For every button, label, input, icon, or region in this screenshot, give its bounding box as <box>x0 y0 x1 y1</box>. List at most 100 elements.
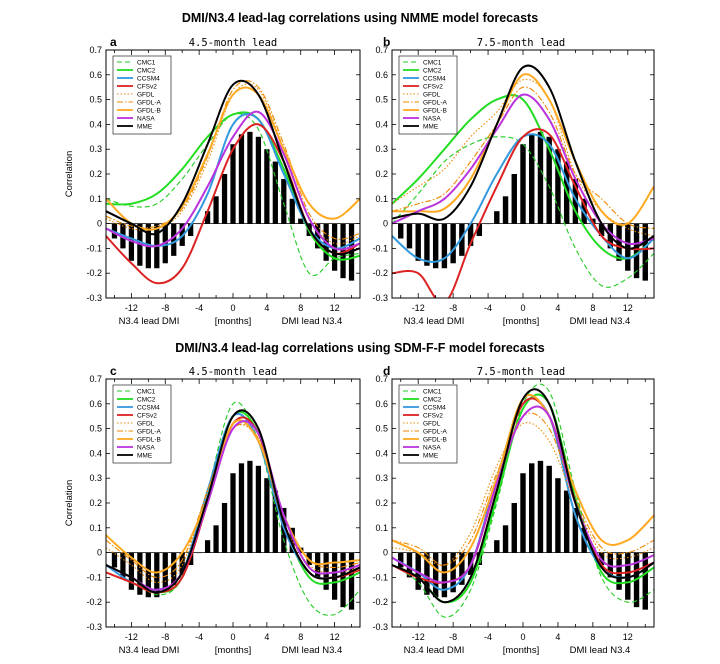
y-tick-label: 0.5 <box>89 424 102 434</box>
x-tick-label: 0 <box>520 303 525 313</box>
series-line-gfdl-a <box>392 86 654 230</box>
panel-letter: b <box>383 35 390 49</box>
panel-b: b 7.5-month lead N3.4 lead DMI [months] … <box>372 35 655 327</box>
x-tick-label: 12 <box>623 303 633 313</box>
x-tick-label: 4 <box>555 303 560 313</box>
observed-bar <box>238 134 245 224</box>
x-tick-label: -12 <box>125 303 138 313</box>
legend-label: GFDL-A <box>423 428 448 435</box>
legend-label: CFSv2 <box>137 83 157 90</box>
x-tick-label: 12 <box>330 632 340 642</box>
series-line-gfdl-b <box>106 86 360 231</box>
observed-bar <box>120 552 126 578</box>
legend-label: NASA <box>423 115 441 122</box>
y-tick-label: 0.1 <box>89 194 102 204</box>
x-label-center: [months] <box>503 645 539 656</box>
x-tick-label: 8 <box>298 303 303 313</box>
x-label-left: N3.4 lead DMI <box>119 316 180 327</box>
legend-label: MME <box>137 123 153 130</box>
y-tick-label: -0.1 <box>372 243 388 253</box>
legend-label: MME <box>423 123 439 130</box>
legend-label: CFSv2 <box>423 83 443 90</box>
y-tick-label: 0.3 <box>89 473 102 483</box>
observed-bar <box>171 223 177 256</box>
observed-bar <box>247 131 253 224</box>
legend-label: CMC1 <box>137 59 156 66</box>
observed-bar <box>247 460 253 553</box>
legend-label: GFDL-A <box>137 99 162 106</box>
y-tick-label: 0.5 <box>375 95 388 105</box>
legend-label: CMC1 <box>423 388 442 395</box>
panel-d: d 7.5-month lead N3.4 lead DMI [months] … <box>372 364 655 656</box>
panel-letter: c <box>110 364 117 378</box>
observed-bar <box>348 552 355 610</box>
plot-area <box>106 79 360 285</box>
x-tick-label: -4 <box>484 632 492 642</box>
legend-label: CCSM4 <box>137 404 160 411</box>
legend-label: CCSM4 <box>423 404 446 411</box>
y-tick-label: 0.2 <box>89 498 102 508</box>
x-tick-label: 4 <box>264 303 269 313</box>
series-line-mme <box>392 388 654 604</box>
observed-bar <box>230 144 236 224</box>
x-label-right: DMI lead N3.4 <box>282 316 343 327</box>
x-tick-label: 0 <box>230 632 235 642</box>
panel-title: 4.5-month lead <box>189 366 278 378</box>
legend-label: GFDL-B <box>423 107 447 114</box>
y-tick-label: 0.6 <box>89 70 102 80</box>
legend-box <box>398 384 458 464</box>
observed-bar <box>441 223 448 269</box>
observed-bar <box>128 223 135 261</box>
x-tick-label: 0 <box>520 632 525 642</box>
observed-bar <box>415 552 421 590</box>
observed-bar <box>204 540 211 553</box>
x-tick-label: -8 <box>449 632 457 642</box>
legend: CMC1CMC2CCSM4CFSv2GFDLGFDL-AGFDL-BNASAMM… <box>112 384 172 464</box>
x-tick-label: 8 <box>590 632 595 642</box>
y-tick-label: 0.5 <box>89 95 102 105</box>
observed-bar <box>424 552 430 595</box>
legend-label: MME <box>423 452 439 459</box>
y-axis-label: Correlation <box>64 480 75 526</box>
y-tick-label: 0.6 <box>375 399 388 409</box>
observed-bar <box>432 552 439 598</box>
observed-bar <box>188 223 194 236</box>
observed-bar <box>502 525 509 553</box>
series-line-gfdl-b <box>392 73 654 226</box>
observed-bar <box>281 178 287 224</box>
observed-bar <box>398 223 404 239</box>
observed-bar <box>238 463 245 553</box>
plot-area <box>392 383 654 618</box>
legend-box <box>112 384 172 464</box>
x-label-left: N3.4 lead DMI <box>404 316 465 327</box>
observed-bar <box>616 552 622 590</box>
observed-bar <box>459 223 465 256</box>
x-label-center: [months] <box>503 316 539 327</box>
observed-bar <box>572 178 579 224</box>
series-line-mme <box>106 79 360 256</box>
y-tick-label: -0.2 <box>86 597 102 607</box>
observed-bar <box>331 552 338 600</box>
observed-bar <box>625 223 631 271</box>
observed-bar <box>607 552 614 578</box>
y-tick-label: 0 <box>97 548 102 558</box>
x-label-right: DMI lead N3.4 <box>570 316 631 327</box>
observed-bar <box>537 460 544 553</box>
observed-bar <box>272 490 278 553</box>
legend-box <box>112 55 172 135</box>
y-tick-label: 0.6 <box>89 399 102 409</box>
observed-bar <box>424 223 430 266</box>
series-line-nasa <box>392 93 654 245</box>
observed-bar <box>213 525 219 553</box>
x-tick-label: 0 <box>230 303 235 313</box>
y-tick-label: -0.1 <box>372 572 388 582</box>
observed-bar <box>323 552 329 590</box>
observed-bar <box>315 223 321 249</box>
x-tick-label: 8 <box>590 303 595 313</box>
x-label-right: DMI lead N3.4 <box>282 645 343 656</box>
observed-bar <box>221 174 228 224</box>
observed-bar <box>642 223 648 281</box>
series-line-nasa <box>106 110 360 251</box>
observed-bar <box>171 552 177 585</box>
